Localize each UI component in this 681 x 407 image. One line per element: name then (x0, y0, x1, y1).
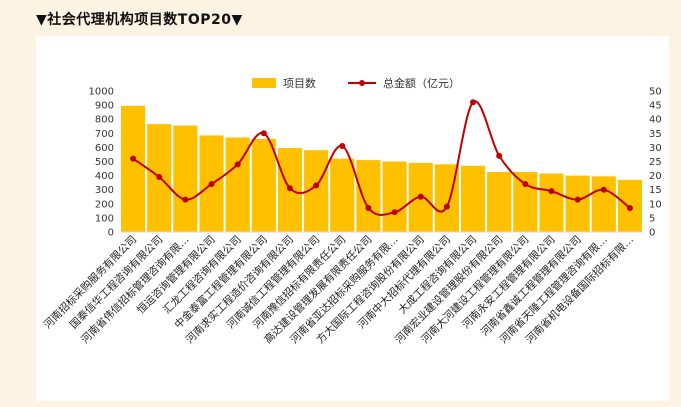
left-axis-tick: 200 (95, 199, 114, 210)
line-point (417, 193, 424, 200)
left-axis-tick: 700 (95, 129, 114, 140)
right-axis-tick: 20 (649, 171, 662, 182)
bar (356, 160, 381, 232)
page-title: ▼社会代理机构项目数TOP20▼ (36, 12, 243, 28)
bar (487, 172, 512, 232)
left-axis-tick: 300 (95, 185, 114, 196)
line-point (156, 174, 163, 181)
line-point (182, 196, 189, 203)
left-axis-tick: 800 (95, 115, 114, 126)
right-axis-tick: 40 (649, 115, 662, 126)
left-axis-tick: 100 (95, 213, 114, 224)
right-axis-tick: 30 (649, 143, 662, 154)
line-point (470, 99, 477, 106)
right-axis-tick: 45 (649, 101, 662, 112)
bar (591, 176, 616, 232)
bar (173, 125, 198, 232)
line-path (132, 100, 631, 216)
right-axis-tick: 10 (649, 199, 662, 210)
left-axis: 0 100 200 300 400 500 600 700 800 900 1000 (89, 87, 114, 239)
right-axis-tick: 15 (649, 185, 662, 196)
right-axis-tick: 35 (649, 129, 662, 140)
line-point (626, 205, 633, 212)
chart-panel: 项目数 总金额（亿元） 0 100 200 300 400 500 600 700 800 900… (36, 36, 669, 401)
line-point (600, 186, 607, 193)
bar (460, 165, 486, 232)
line-point (260, 130, 267, 137)
chart: 项目数 总金额（亿元） 0100200300400500600700800900… (41, 76, 662, 346)
left-axis-tick: 400 (95, 171, 114, 182)
line-point (391, 209, 398, 216)
line-point (522, 181, 529, 188)
line-point (234, 161, 241, 168)
line-point (339, 142, 346, 149)
line-point (574, 196, 581, 203)
left-axis-tick: 600 (95, 143, 114, 154)
left-axis-tick: 0 (108, 228, 114, 239)
left-axis-tick: 500 (95, 157, 114, 168)
legend: 项目数 总金额（亿元） (252, 76, 460, 90)
line-point (548, 188, 555, 195)
left-axis-tick: 900 (95, 101, 114, 112)
legend-bar-label: 项目数 (283, 77, 316, 90)
line-point (208, 181, 215, 188)
bar (382, 161, 407, 232)
line-point (313, 182, 320, 189)
line-point (130, 155, 137, 162)
legend-line-marker (359, 80, 365, 86)
right-axis-tick: 0 (649, 228, 655, 239)
line-series (130, 99, 633, 216)
category-label: 河南省伟信招标管理咨询有限… (78, 233, 191, 346)
bar (251, 138, 276, 232)
left-axis-tick: 1000 (89, 87, 114, 98)
bar (539, 173, 564, 232)
right-axis-tick: 50 (649, 87, 662, 98)
right-axis-tick: 5 (649, 213, 655, 224)
line-point (286, 185, 293, 192)
bar (121, 105, 146, 232)
legend-line-label: 总金额（亿元） (383, 76, 460, 90)
right-axis: 0 5 10 15 20 25 30 35 40 45 50 (649, 87, 662, 239)
category-labels: 河南招标采购服务有限公司国泰信华工程咨询有限公司河南省伟信招标管理咨询有限…恒运… (41, 233, 636, 346)
legend-bar-swatch (252, 78, 276, 88)
bar (330, 158, 355, 232)
line-point (365, 205, 372, 212)
bar (565, 175, 590, 232)
line-point (496, 152, 503, 159)
bar-series (120, 105, 643, 233)
line-point (443, 203, 450, 210)
right-axis-tick: 25 (649, 157, 662, 168)
